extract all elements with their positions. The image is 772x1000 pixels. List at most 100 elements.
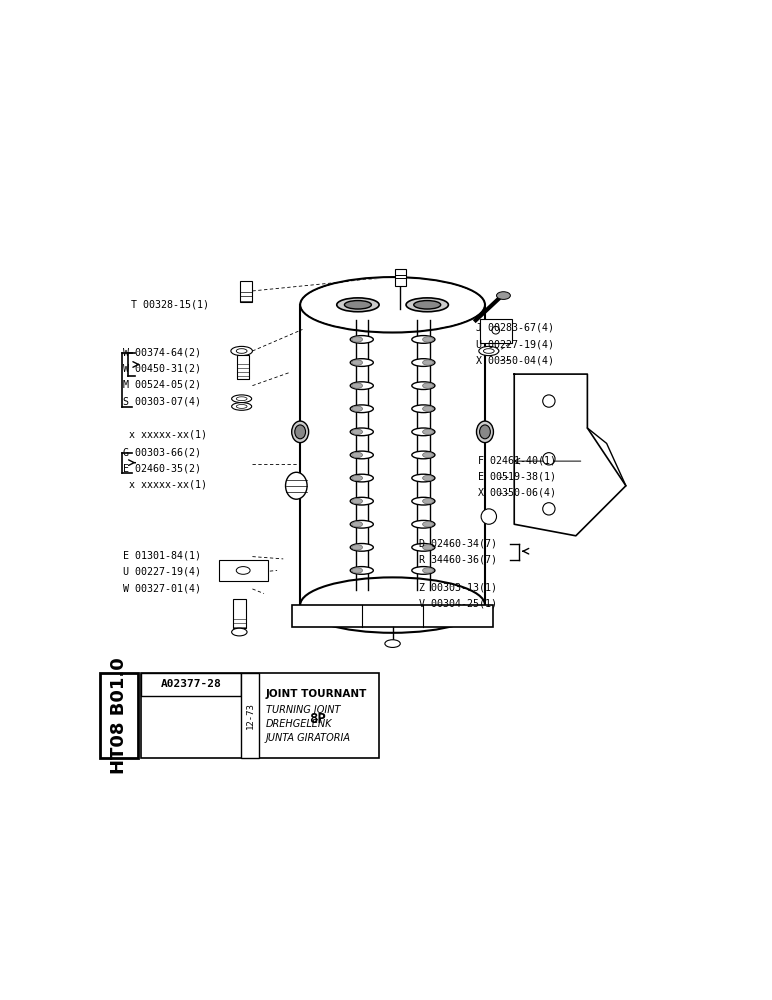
Ellipse shape — [350, 543, 374, 551]
Text: JUNTA GIRATORIA: JUNTA GIRATORIA — [266, 733, 350, 743]
Bar — [100, 673, 138, 758]
Ellipse shape — [492, 326, 499, 334]
Ellipse shape — [300, 277, 485, 333]
Text: DREHGELENK: DREHGELENK — [266, 719, 332, 729]
Ellipse shape — [406, 298, 449, 312]
Text: JOINT TOURNANT: JOINT TOURNANT — [266, 689, 367, 699]
Ellipse shape — [422, 429, 433, 435]
Ellipse shape — [295, 425, 306, 439]
Text: X 00350-04(4): X 00350-04(4) — [476, 355, 554, 365]
Ellipse shape — [422, 475, 433, 481]
Bar — [241, 673, 259, 758]
Ellipse shape — [352, 337, 363, 342]
Ellipse shape — [496, 292, 510, 299]
Ellipse shape — [422, 545, 433, 550]
Ellipse shape — [422, 522, 433, 527]
Ellipse shape — [352, 429, 363, 435]
Ellipse shape — [236, 349, 247, 353]
Ellipse shape — [232, 395, 252, 403]
Ellipse shape — [352, 498, 363, 504]
Text: X 00350-06(4): X 00350-06(4) — [478, 488, 556, 498]
Text: E 01301-84(1): E 01301-84(1) — [124, 551, 201, 561]
Bar — [233, 599, 245, 628]
Text: TURNING JOINT: TURNING JOINT — [266, 705, 340, 715]
Text: S 00303-07(4): S 00303-07(4) — [124, 396, 201, 406]
Text: U 00227-19(4): U 00227-19(4) — [124, 567, 201, 577]
Ellipse shape — [543, 453, 555, 465]
Ellipse shape — [481, 509, 496, 524]
Ellipse shape — [352, 360, 363, 365]
Text: U 00227-19(4): U 00227-19(4) — [476, 339, 554, 349]
Ellipse shape — [422, 383, 433, 388]
Ellipse shape — [543, 503, 555, 515]
Ellipse shape — [422, 498, 433, 504]
Ellipse shape — [350, 405, 374, 413]
Ellipse shape — [352, 475, 363, 481]
Text: E 02460-35(2): E 02460-35(2) — [124, 464, 201, 474]
Bar — [141, 673, 241, 696]
Text: D 02460-34(7): D 02460-34(7) — [419, 538, 497, 548]
Ellipse shape — [236, 567, 250, 574]
Ellipse shape — [236, 405, 247, 408]
Ellipse shape — [236, 397, 247, 401]
Text: x xxxxx-xx(1): x xxxxx-xx(1) — [130, 480, 208, 490]
Ellipse shape — [479, 346, 499, 356]
Text: M 00524-05(2): M 00524-05(2) — [124, 380, 201, 390]
Bar — [237, 355, 249, 379]
Text: J 00283-67(4): J 00283-67(4) — [476, 323, 554, 333]
Ellipse shape — [411, 359, 435, 366]
Ellipse shape — [350, 428, 374, 436]
Bar — [293, 605, 493, 627]
Ellipse shape — [352, 383, 363, 388]
Text: W 00450-31(2): W 00450-31(2) — [124, 364, 201, 374]
Ellipse shape — [352, 522, 363, 527]
Text: x xxxxx-xx(1): x xxxxx-xx(1) — [130, 430, 208, 440]
Ellipse shape — [292, 421, 309, 443]
Ellipse shape — [352, 545, 363, 550]
Text: F 02461-40(1): F 02461-40(1) — [478, 455, 556, 465]
Bar — [218, 560, 268, 581]
Ellipse shape — [476, 421, 493, 443]
Ellipse shape — [300, 577, 485, 633]
Ellipse shape — [232, 628, 247, 636]
Text: Z 00303-13(1): Z 00303-13(1) — [419, 582, 497, 592]
Ellipse shape — [337, 298, 379, 312]
Text: 12-73: 12-73 — [245, 702, 255, 729]
Ellipse shape — [543, 395, 555, 407]
Ellipse shape — [385, 640, 400, 647]
Ellipse shape — [411, 474, 435, 482]
Ellipse shape — [422, 568, 433, 573]
Text: V 00304-25(1): V 00304-25(1) — [419, 599, 497, 609]
Bar — [395, 269, 405, 286]
Bar — [300, 305, 485, 605]
Ellipse shape — [350, 497, 374, 505]
Text: T 00328-15(1): T 00328-15(1) — [131, 300, 209, 310]
Ellipse shape — [411, 567, 435, 574]
Ellipse shape — [352, 406, 363, 411]
Text: HT08 B01.0: HT08 B01.0 — [110, 657, 128, 774]
Ellipse shape — [302, 279, 483, 331]
Text: E 00519-38(1): E 00519-38(1) — [478, 472, 556, 482]
Ellipse shape — [422, 337, 433, 342]
Bar — [479, 319, 512, 343]
Ellipse shape — [411, 543, 435, 551]
Ellipse shape — [422, 360, 433, 365]
Ellipse shape — [411, 451, 435, 459]
Ellipse shape — [411, 520, 435, 528]
Ellipse shape — [286, 472, 307, 499]
Ellipse shape — [422, 406, 433, 411]
Ellipse shape — [411, 497, 435, 505]
Ellipse shape — [350, 336, 374, 343]
Ellipse shape — [350, 567, 374, 574]
Ellipse shape — [344, 301, 371, 309]
Ellipse shape — [411, 382, 435, 389]
Ellipse shape — [479, 425, 490, 439]
Ellipse shape — [352, 568, 363, 573]
Ellipse shape — [350, 520, 374, 528]
Text: A02377-28: A02377-28 — [161, 679, 222, 689]
Ellipse shape — [411, 336, 435, 343]
Ellipse shape — [411, 405, 435, 413]
Bar — [240, 281, 252, 302]
Text: G 00303-66(2): G 00303-66(2) — [124, 448, 201, 458]
Text: W 00327-01(4): W 00327-01(4) — [124, 583, 201, 593]
